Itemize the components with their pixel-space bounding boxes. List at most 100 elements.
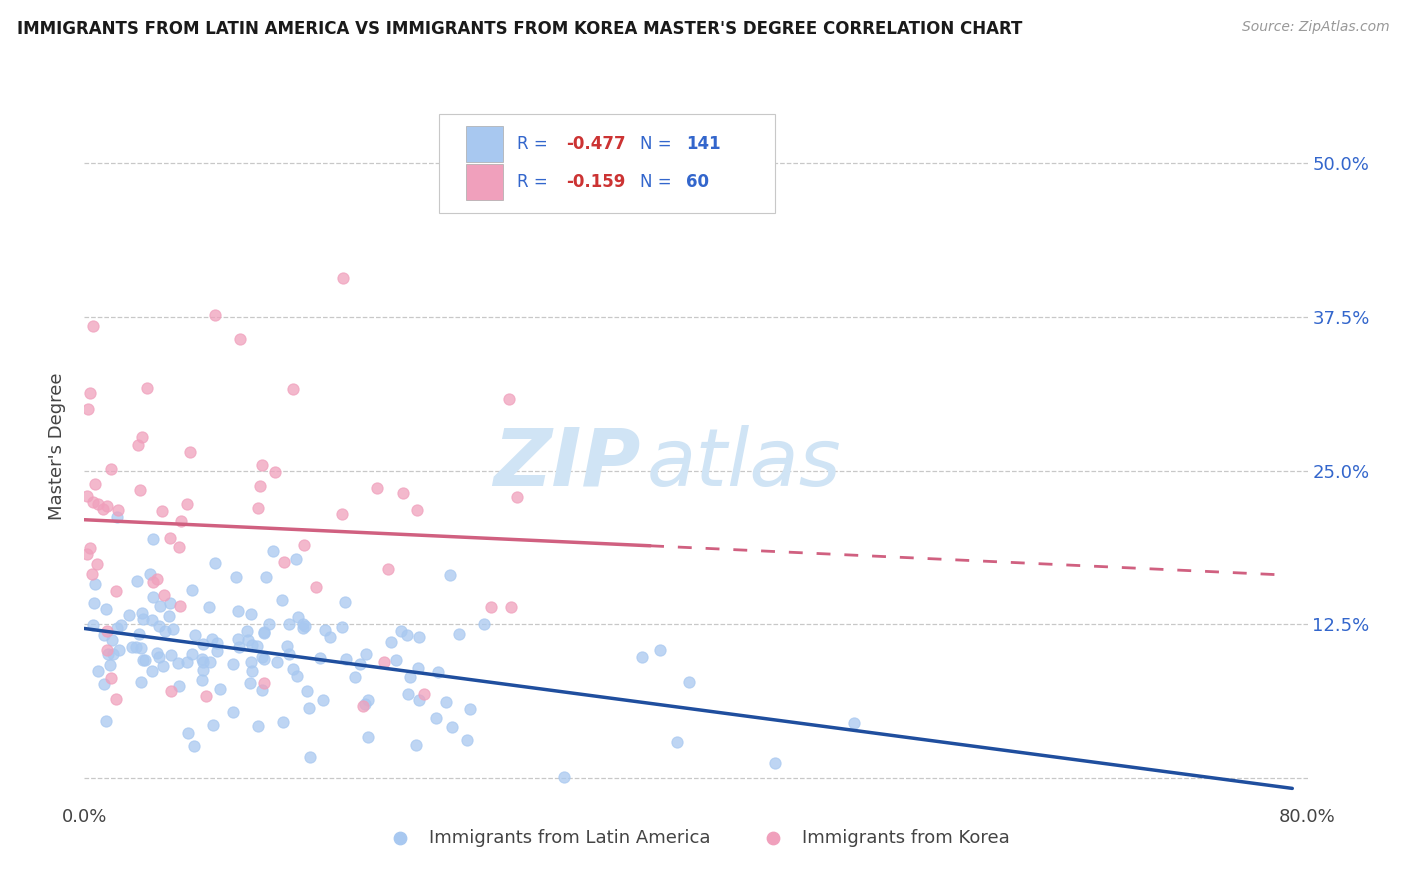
Point — [352, 698, 374, 713]
Legend: Immigrants from Latin America, Immigrants from Korea: Immigrants from Latin America, Immigrant… — [374, 822, 1018, 855]
Point — [148, 619, 170, 633]
Point — [159, 596, 181, 610]
Point — [332, 620, 354, 634]
Point — [205, 643, 228, 657]
Point — [181, 647, 204, 661]
Point — [142, 574, 165, 589]
Point — [153, 624, 176, 639]
Point — [332, 271, 354, 285]
FancyBboxPatch shape — [465, 127, 503, 162]
Point — [149, 599, 172, 614]
Point — [83, 596, 105, 610]
Point — [440, 720, 463, 734]
Point — [335, 652, 357, 666]
Point — [101, 647, 124, 661]
Point — [176, 498, 198, 512]
Text: -0.477: -0.477 — [567, 136, 626, 153]
Point — [650, 643, 672, 657]
Point — [82, 618, 104, 632]
Point — [498, 392, 520, 407]
Point — [105, 509, 128, 524]
Point — [166, 656, 188, 670]
Point — [105, 621, 128, 635]
Point — [142, 590, 165, 604]
Point — [330, 507, 353, 521]
Point — [281, 662, 304, 676]
Point — [240, 664, 263, 678]
Point — [83, 477, 105, 491]
Point — [129, 674, 152, 689]
Point — [309, 651, 332, 665]
Point — [105, 692, 128, 706]
Point — [76, 489, 98, 503]
Point — [278, 648, 301, 662]
Point — [266, 656, 288, 670]
Point — [82, 495, 104, 509]
Point — [148, 649, 170, 664]
Point — [229, 332, 252, 346]
Point — [406, 661, 429, 675]
Point — [125, 640, 148, 654]
Point — [167, 679, 190, 693]
Point — [118, 607, 141, 622]
Point — [439, 568, 461, 582]
Text: R =: R = — [517, 173, 554, 191]
Point — [77, 401, 100, 416]
Point — [181, 583, 204, 598]
Point — [447, 627, 470, 641]
Point — [93, 627, 115, 641]
Point — [195, 689, 218, 703]
Point — [250, 650, 273, 665]
Point — [96, 624, 118, 639]
Point — [271, 592, 294, 607]
Point — [108, 642, 131, 657]
Point — [285, 669, 308, 683]
Y-axis label: Master's Degree: Master's Degree — [48, 372, 66, 520]
Point — [167, 540, 190, 554]
Point — [356, 693, 378, 707]
Point — [127, 438, 149, 452]
Point — [146, 572, 169, 586]
Point — [157, 609, 180, 624]
Point — [222, 705, 245, 719]
Point — [395, 628, 418, 642]
Text: N =: N = — [640, 173, 676, 191]
Point — [240, 607, 263, 621]
Point — [153, 588, 176, 602]
Point — [353, 697, 375, 711]
Point — [246, 639, 269, 653]
Point — [132, 653, 155, 667]
Point — [380, 635, 402, 649]
Point — [191, 652, 214, 666]
Point — [193, 655, 215, 669]
Point — [131, 607, 153, 621]
Point — [252, 625, 274, 640]
Point — [193, 637, 215, 651]
Point — [263, 465, 285, 479]
Point — [176, 726, 198, 740]
Point — [100, 657, 122, 672]
Point — [100, 462, 122, 476]
Point — [121, 640, 143, 654]
Point — [204, 556, 226, 570]
Point — [131, 612, 153, 626]
Point — [138, 567, 160, 582]
Point — [472, 617, 495, 632]
Point — [135, 381, 157, 395]
Point — [101, 633, 124, 648]
Point — [384, 653, 406, 667]
Point — [479, 599, 502, 614]
Point — [291, 617, 314, 632]
Point — [253, 625, 276, 640]
Point — [458, 702, 481, 716]
Point — [335, 595, 357, 609]
Point — [179, 445, 201, 459]
Point — [276, 640, 298, 654]
Point — [94, 714, 117, 728]
Point — [408, 630, 430, 644]
Point — [298, 750, 321, 764]
Point — [104, 583, 127, 598]
Point — [128, 483, 150, 497]
Point — [763, 756, 786, 770]
Point — [292, 537, 315, 551]
